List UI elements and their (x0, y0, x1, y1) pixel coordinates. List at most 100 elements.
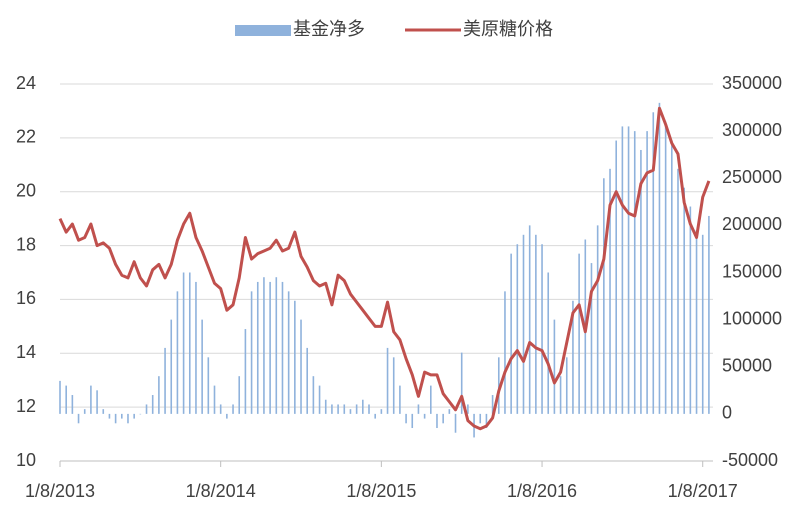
y-tick-label: 18 (16, 234, 36, 254)
bar (96, 390, 98, 414)
bar (164, 347, 166, 414)
bar (535, 234, 537, 414)
bar (436, 413, 438, 429)
bar (312, 376, 315, 414)
bar (411, 413, 414, 429)
bar (232, 404, 234, 414)
bar (114, 413, 117, 424)
bar (374, 413, 376, 419)
bar (349, 409, 352, 414)
y2-tick-label: 100000 (722, 308, 782, 328)
bar (528, 225, 531, 414)
bar (695, 230, 698, 414)
y2-tick-label: 350000 (722, 73, 782, 93)
bar (671, 140, 673, 414)
bar (294, 300, 296, 414)
bar (590, 263, 593, 414)
bar (121, 413, 123, 419)
bar (677, 168, 679, 414)
bar (145, 404, 148, 414)
bar (448, 409, 451, 414)
bar (405, 413, 407, 424)
bar (275, 277, 278, 414)
bar (640, 149, 642, 414)
bar (417, 404, 420, 414)
bar (485, 413, 488, 429)
bar (337, 404, 339, 414)
y-tick-label: 14 (16, 342, 36, 362)
bar (158, 376, 160, 414)
bar (399, 385, 401, 414)
price-line (58, 106, 711, 431)
bar (504, 291, 506, 414)
y2-tick-label: 200000 (722, 214, 782, 234)
bar (102, 409, 105, 414)
bar (516, 244, 519, 414)
bar (596, 225, 599, 414)
bar (565, 357, 568, 414)
bar (460, 352, 463, 414)
y-tick-label: 10 (16, 450, 36, 470)
y2-tick-label: 150000 (722, 261, 782, 281)
bar (646, 131, 648, 414)
bar (633, 131, 636, 414)
bar (510, 253, 512, 414)
bar (300, 319, 302, 414)
bar (701, 234, 704, 414)
bar (491, 395, 494, 414)
bar (331, 404, 333, 414)
bar (553, 319, 556, 414)
bar (188, 272, 191, 414)
bar (343, 404, 346, 414)
bar (572, 300, 574, 414)
bar (708, 215, 710, 414)
x-tick-label: 1/8/2016 (507, 481, 577, 501)
bar (176, 291, 179, 414)
y2-tick-label: 50000 (722, 356, 772, 376)
y2-tick-label: 250000 (722, 167, 782, 187)
bar (90, 385, 92, 414)
bar (454, 413, 457, 433)
bar (541, 244, 543, 414)
bar (615, 140, 617, 414)
y2-tick-label: 300000 (722, 120, 782, 140)
bar (195, 281, 197, 414)
bar (213, 385, 216, 414)
bar (269, 281, 271, 414)
bar (77, 413, 80, 424)
bar (201, 319, 203, 414)
bar (151, 395, 154, 414)
bar (108, 413, 111, 419)
bar (442, 413, 444, 424)
bar (306, 347, 308, 414)
bar (170, 319, 173, 414)
bar (547, 272, 550, 414)
bar (621, 126, 624, 414)
bar (392, 357, 395, 414)
bar (497, 357, 500, 414)
bar (627, 126, 630, 414)
y2-tick-label: -50000 (722, 450, 778, 470)
bar (207, 357, 210, 414)
bar (386, 347, 389, 414)
bar (238, 376, 241, 414)
bar (263, 277, 265, 414)
y-tick-label: 12 (16, 396, 36, 416)
bar (219, 404, 222, 414)
bar (256, 281, 259, 414)
bar (324, 399, 327, 414)
bar (59, 380, 61, 414)
y-tick-label: 22 (16, 127, 36, 147)
bar (250, 291, 253, 414)
bar (652, 112, 655, 414)
x-tick-label: 1/8/2013 (25, 481, 95, 501)
bar (65, 385, 67, 414)
bar (522, 234, 525, 414)
legend-swatch (235, 25, 291, 36)
bar (689, 206, 692, 414)
bar (287, 291, 290, 414)
bar (127, 413, 129, 424)
bar (83, 409, 86, 414)
y-tick-label: 20 (16, 180, 36, 200)
